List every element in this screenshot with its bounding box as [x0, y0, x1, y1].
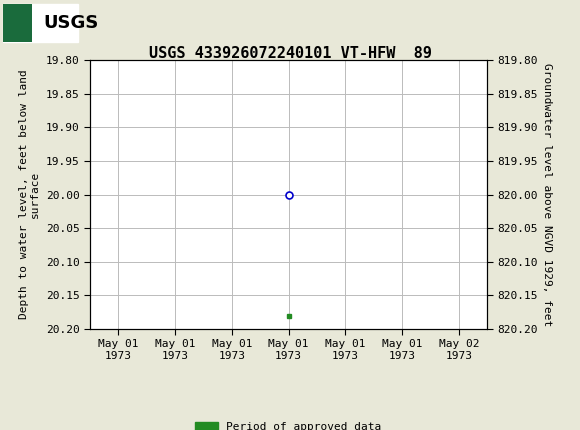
Text: USGS: USGS: [44, 14, 99, 31]
FancyBboxPatch shape: [3, 3, 78, 42]
Y-axis label: Depth to water level, feet below land
surface: Depth to water level, feet below land su…: [19, 70, 40, 319]
FancyBboxPatch shape: [3, 29, 32, 42]
Text: USGS 433926072240101 VT-HFW  89: USGS 433926072240101 VT-HFW 89: [148, 46, 432, 61]
FancyBboxPatch shape: [3, 16, 32, 29]
FancyBboxPatch shape: [3, 3, 32, 16]
Legend: Period of approved data: Period of approved data: [191, 418, 386, 430]
Y-axis label: Groundwater level above NGVD 1929, feet: Groundwater level above NGVD 1929, feet: [542, 63, 552, 326]
